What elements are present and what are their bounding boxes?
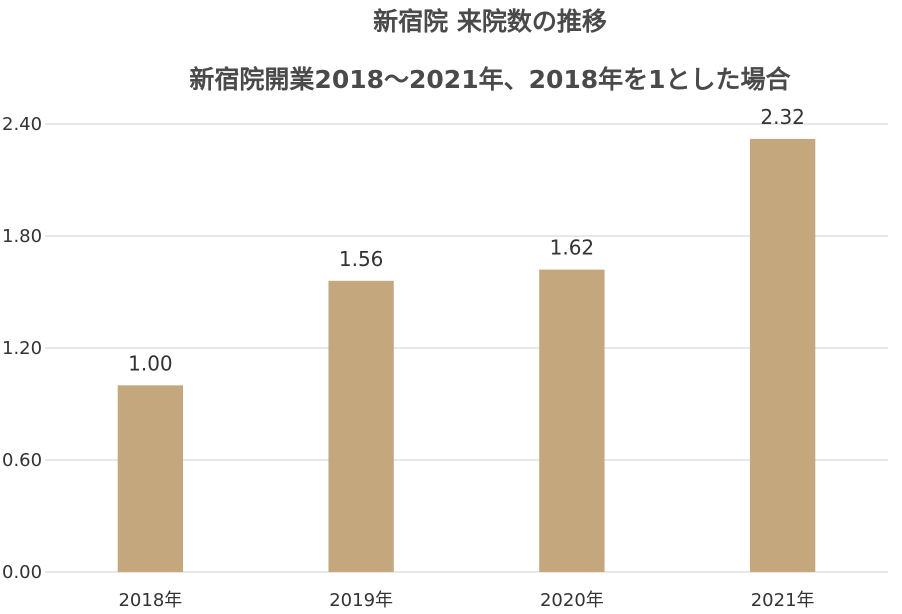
- data-label: 1.62: [550, 236, 595, 260]
- gridlines: [45, 123, 888, 573]
- bar-1: [117, 385, 184, 572]
- bar-2: [328, 280, 394, 572]
- x-tick-label: 2019年: [329, 590, 393, 611]
- data-label: 1.00: [128, 351, 173, 375]
- chart-title: 新宿院 来院数の推移: [373, 7, 607, 36]
- y-tick-label: 0.60: [2, 450, 42, 471]
- x-axis: 2018年 2019年 2020年 2021年: [118, 590, 814, 611]
- y-tick-label: 2.40: [2, 114, 42, 135]
- y-tick-label: 0.00: [2, 562, 42, 583]
- chart-subtitle: 新宿院開業2018〜2021年、2018年を1とした場合: [189, 65, 791, 94]
- y-axis: 0.00 0.60 1.20 1.80 2.40: [2, 114, 42, 583]
- x-tick-label: 2021年: [751, 590, 815, 611]
- y-tick-label: 1.20: [2, 338, 42, 359]
- bars: [117, 138, 816, 572]
- data-label: 2.32: [760, 105, 805, 129]
- y-tick-label: 1.80: [2, 226, 42, 247]
- data-label: 1.56: [339, 247, 384, 271]
- bar-4: [749, 138, 816, 572]
- x-tick-label: 2018年: [118, 590, 182, 611]
- data-labels: 1.00 1.56 1.62 2.32: [128, 105, 805, 375]
- bar-3: [539, 269, 605, 572]
- x-tick-label: 2020年: [540, 590, 604, 611]
